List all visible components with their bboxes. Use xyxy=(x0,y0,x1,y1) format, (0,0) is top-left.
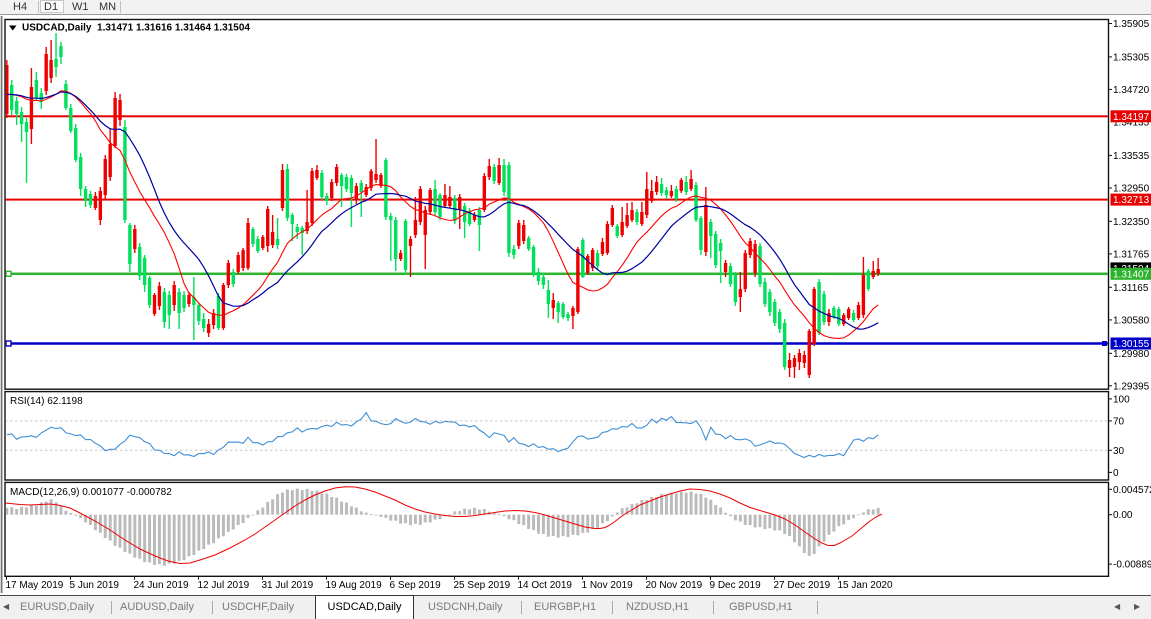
svg-text:17 May 2019: 17 May 2019 xyxy=(6,580,64,591)
svg-text:31 Jul 2019: 31 Jul 2019 xyxy=(262,580,314,591)
svg-text:1 Nov 2019: 1 Nov 2019 xyxy=(582,580,634,591)
svg-text:0.00: 0.00 xyxy=(1113,510,1133,521)
svg-text:1.32950: 1.32950 xyxy=(1113,184,1150,195)
svg-text:1.35305: 1.35305 xyxy=(1113,52,1150,63)
svg-text:12 Jul 2019: 12 Jul 2019 xyxy=(198,580,250,591)
svg-text:1.30155: 1.30155 xyxy=(1113,339,1150,350)
svg-text:9 Dec 2019: 9 Dec 2019 xyxy=(710,580,762,591)
svg-text:MACD(12,26,9) 0.001077 -0.0007: MACD(12,26,9) 0.001077 -0.000782 xyxy=(10,487,172,498)
svg-text:1.31765: 1.31765 xyxy=(1113,249,1150,260)
svg-text:19 Aug 2019: 19 Aug 2019 xyxy=(326,580,383,591)
svg-text:14 Oct 2019: 14 Oct 2019 xyxy=(518,580,573,591)
svg-text:30: 30 xyxy=(1113,446,1125,457)
svg-text:1.33535: 1.33535 xyxy=(1113,151,1150,162)
svg-text:1.34197: 1.34197 xyxy=(1113,112,1150,123)
svg-text:-0.008893: -0.008893 xyxy=(1113,560,1151,571)
svg-text:70: 70 xyxy=(1113,416,1125,427)
svg-text:25 Sep 2019: 25 Sep 2019 xyxy=(454,580,511,591)
svg-text:1.32713: 1.32713 xyxy=(1113,195,1150,206)
svg-text:1.34135: 1.34135 xyxy=(1113,118,1150,129)
svg-text:0: 0 xyxy=(1113,468,1119,479)
svg-text:5 Jun 2019: 5 Jun 2019 xyxy=(70,580,120,591)
svg-text:1.29980: 1.29980 xyxy=(1113,349,1150,360)
svg-text:15 Jan 2020: 15 Jan 2020 xyxy=(838,580,893,591)
svg-text:1.34720: 1.34720 xyxy=(1113,85,1150,96)
svg-text:20 Nov 2019: 20 Nov 2019 xyxy=(646,580,703,591)
svg-text:1.31407: 1.31407 xyxy=(1113,269,1150,280)
svg-text:USDCAD,Daily 1.31471 1.31616: USDCAD,Daily 1.31471 1.31616 1.31464 1.3… xyxy=(22,23,250,34)
svg-text:1.31165: 1.31165 xyxy=(1113,283,1149,294)
svg-text:100: 100 xyxy=(1113,394,1130,405)
svg-text:1.30580: 1.30580 xyxy=(1113,315,1150,326)
svg-text:24 Jun 2019: 24 Jun 2019 xyxy=(134,580,189,591)
svg-text:0.004572: 0.004572 xyxy=(1113,485,1151,496)
svg-text:1.35905: 1.35905 xyxy=(1113,19,1150,30)
svg-text:27 Dec 2019: 27 Dec 2019 xyxy=(774,580,831,591)
svg-text:1.32350: 1.32350 xyxy=(1113,217,1150,228)
svg-text:RSI(14) 62.1198: RSI(14) 62.1198 xyxy=(10,396,83,407)
svg-text:6 Sep 2019: 6 Sep 2019 xyxy=(390,580,442,591)
svg-text:1.29395: 1.29395 xyxy=(1113,381,1150,392)
